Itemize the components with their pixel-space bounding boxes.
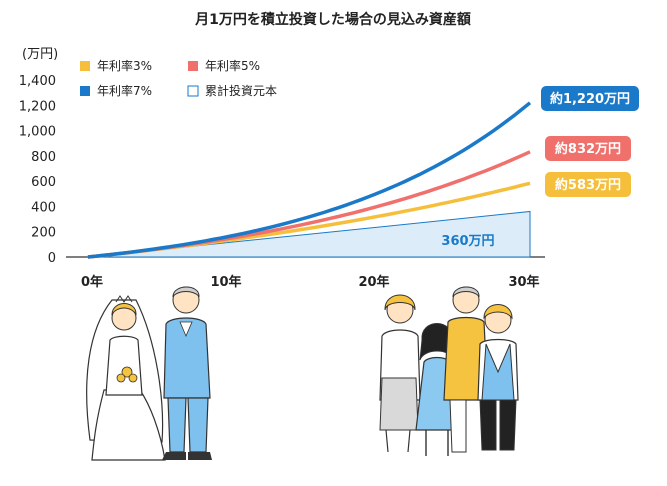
legend-swatch-7pct	[80, 86, 90, 96]
y-tick-label: 800	[31, 150, 56, 165]
y-axis-unit: (万円)	[22, 47, 58, 62]
legend-swatch-3pct	[80, 61, 90, 71]
legend-swatch-5pct	[188, 61, 198, 71]
callout-7pct-label: 約1,220万円	[550, 91, 630, 107]
y-axis-ticks: 1,400 1,200 1,000 800 600 400 200 0	[19, 74, 56, 266]
legend-label-principal: 累計投資元本	[205, 83, 277, 98]
principal-value-label: 360万円	[441, 234, 494, 249]
legend: 年利率3% 年利率5% 年利率7% 累計投資元本	[80, 58, 277, 98]
x-label-30: 30年	[508, 274, 539, 290]
y-tick-label: 400	[31, 200, 56, 215]
chart-title: 月1万円を積立投資した場合の見込み資産額	[194, 11, 471, 28]
callout-3pct: 約583万円	[545, 172, 631, 197]
y-tick-label: 1,400	[19, 74, 56, 89]
callout-3pct-label: 約583万円	[555, 177, 621, 193]
wedding-couple-illustration	[86, 286, 212, 461]
y-tick-label: 1,200	[19, 99, 56, 114]
x-label-0: 0年	[81, 274, 103, 290]
family-illustration	[379, 286, 519, 456]
legend-label-7pct: 年利率7%	[97, 83, 152, 98]
x-label-10: 10年	[210, 274, 241, 290]
series-line-7pct	[87, 101, 532, 259]
y-tick-label: 600	[31, 175, 56, 190]
callout-5pct-label: 約832万円	[555, 141, 621, 157]
callout-7pct: 約1,220万円	[541, 86, 639, 111]
callout-5pct: 約832万円	[545, 136, 631, 161]
y-tick-label: 1,000	[19, 125, 56, 140]
legend-swatch-principal	[187, 85, 199, 97]
y-tick-label: 200	[31, 226, 56, 241]
y-tick-label: 0	[48, 251, 56, 266]
legend-label-3pct: 年利率3%	[97, 58, 152, 73]
legend-label-5pct: 年利率5%	[205, 58, 260, 73]
x-label-20: 20年	[358, 274, 389, 290]
